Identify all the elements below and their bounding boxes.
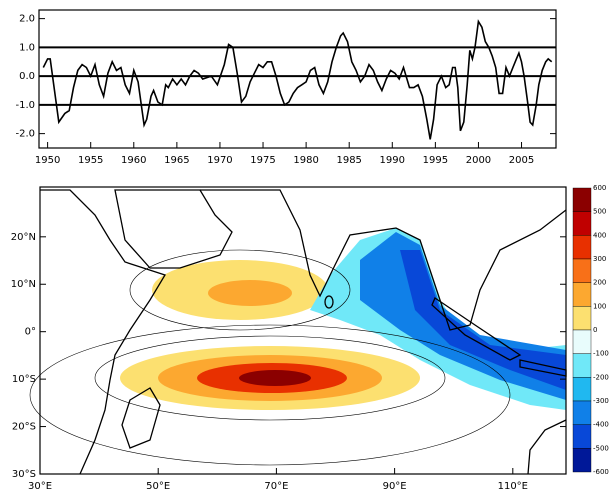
coastline — [324, 295, 334, 309]
x-tick-label: 1975 — [250, 155, 275, 166]
colorbar-bin — [572, 282, 592, 307]
contour-line — [129, 249, 351, 331]
x-tick-label: 1950 — [35, 155, 60, 166]
x-tick-label: 1985 — [336, 155, 361, 166]
contour-line — [94, 335, 446, 421]
x-tick-label: 1965 — [164, 155, 189, 166]
colorbar-label: -300 — [593, 397, 609, 405]
x-tick-label: 1970 — [207, 155, 232, 166]
colorbar-bin — [572, 377, 592, 402]
colorbar-label: 500 — [593, 208, 606, 216]
y-tick-label: 20°S — [12, 422, 36, 433]
coastline — [114, 189, 233, 269]
y-tick-label: 10°S — [12, 374, 36, 385]
colorbar-label: 200 — [593, 279, 606, 287]
coastline — [40, 189, 166, 475]
field — [239, 370, 311, 386]
map-field — [29, 189, 567, 475]
coastline — [121, 387, 161, 449]
coastline — [431, 297, 522, 361]
colorbar-label: 100 — [593, 302, 606, 310]
colorbar-label: -500 — [593, 444, 609, 452]
colorbar-label: -200 — [593, 373, 609, 381]
colorbar-bin — [572, 211, 592, 236]
colorbar-bin — [572, 400, 592, 425]
plot-frame — [39, 186, 567, 475]
colorbar-bin — [572, 424, 592, 449]
x-tick-label: 1980 — [293, 155, 318, 166]
colorbar-bin — [572, 306, 592, 331]
index-line — [42, 19, 553, 140]
x-tick-label: 90°E — [383, 481, 407, 492]
colorbar-bin — [572, 329, 592, 354]
y-tick-label: -2.0 — [15, 129, 35, 140]
x-tick-label: 50°E — [146, 481, 170, 492]
x-tick-label: 30°E — [28, 481, 52, 492]
colorbar-bin — [572, 353, 592, 378]
y-tick-label: 20°N — [11, 232, 36, 243]
y-tick-label: 30°S — [12, 469, 36, 480]
x-tick-label: 1990 — [380, 155, 405, 166]
y-tick-label: 1.0 — [19, 42, 35, 53]
plot-frame — [38, 9, 557, 149]
colorbar-label: 0 — [593, 326, 597, 334]
y-tick-label: 2.0 — [19, 14, 35, 25]
y-tick-label: 0° — [25, 327, 36, 338]
coastline — [527, 419, 567, 475]
y-tick-label: -1.0 — [15, 100, 35, 111]
x-tick-label: 1960 — [121, 155, 146, 166]
x-tick-label: 2000 — [466, 155, 491, 166]
colorbar-label: 300 — [593, 255, 606, 263]
coastline — [200, 189, 567, 331]
x-tick-label: 2005 — [509, 155, 534, 166]
colorbar-bin — [572, 235, 592, 260]
x-tick-label: 70°E — [264, 481, 288, 492]
colorbar-label: 600 — [593, 184, 606, 192]
x-tick-label: 1955 — [78, 155, 103, 166]
colorbar-label: 400 — [593, 231, 606, 239]
colorbar-bin — [572, 448, 592, 473]
colorbar-bin — [572, 187, 592, 212]
colorbar-label: -100 — [593, 350, 609, 358]
y-tick-label: 0.0 — [19, 71, 35, 82]
colorbar-bin — [572, 258, 592, 283]
y-tick-label: 10°N — [11, 279, 36, 290]
x-tick-label: 110°E — [498, 481, 528, 492]
colorbar-label: -600 — [593, 468, 609, 476]
contour-line — [29, 324, 511, 466]
field — [400, 250, 566, 390]
x-tick-label: 1995 — [423, 155, 448, 166]
field — [208, 280, 292, 306]
colorbar-label: -400 — [593, 421, 609, 429]
